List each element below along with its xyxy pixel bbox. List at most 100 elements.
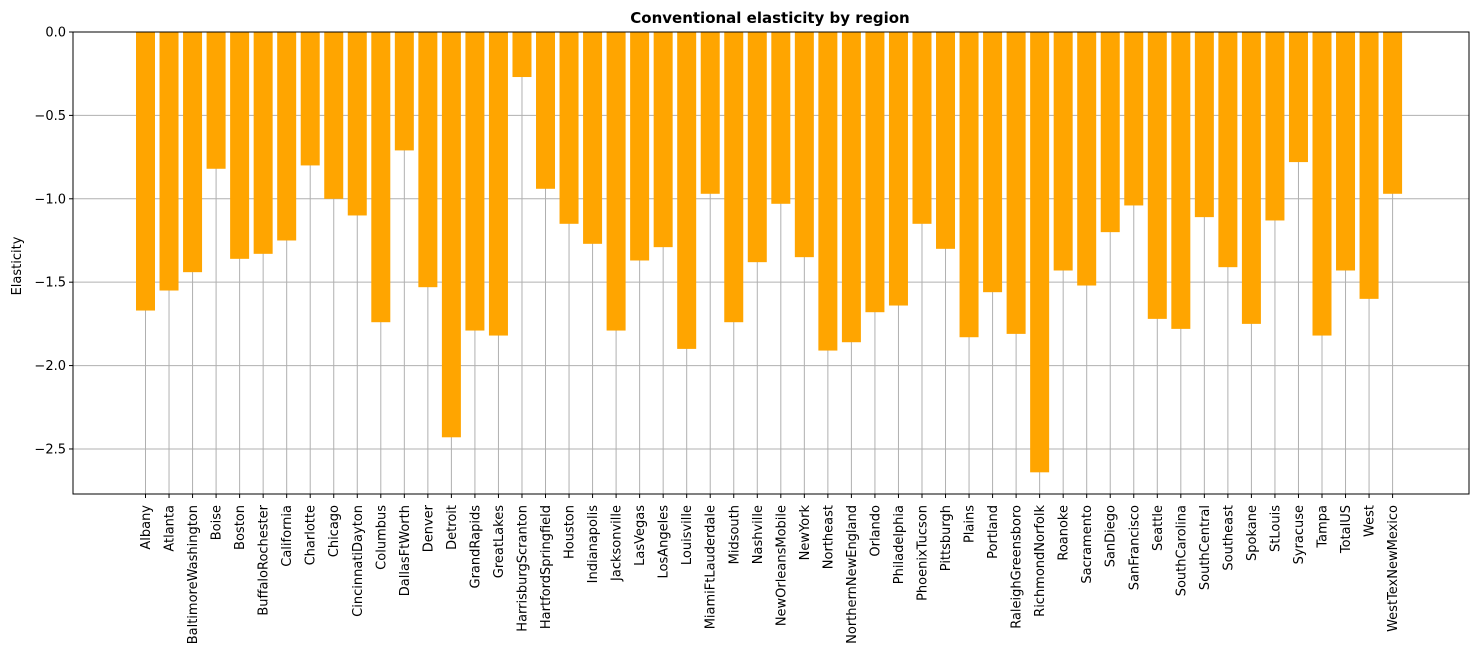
x-tick-label: SanDiego: [1104, 505, 1119, 567]
x-tick-label: Pittsburgh: [939, 505, 954, 571]
x-tick-label: MiamiFtLauderdale: [704, 505, 719, 629]
bar-Syracuse: [1288, 32, 1308, 163]
bar-Atlanta: [159, 32, 179, 291]
bar-NorthernNewEngland: [841, 32, 861, 343]
bar-Louisville: [677, 32, 697, 349]
x-tick-label: Albany: [139, 505, 154, 550]
bar-RichmondNorfolk: [1030, 32, 1050, 473]
bar-Spokane: [1241, 32, 1261, 324]
bar-Columbus: [371, 32, 391, 323]
bar-Albany: [136, 32, 155, 311]
x-tick-label: LasVegas: [633, 505, 648, 566]
x-tick-label: GreatLakes: [492, 505, 507, 578]
x-tick-label: TotalUS: [1339, 505, 1354, 554]
bar-GreatLakes: [488, 32, 508, 336]
x-tick-label: Roanoke: [1057, 505, 1072, 561]
x-tick-label: Midsouth: [727, 505, 742, 564]
bar-Charlotte: [300, 32, 320, 166]
bar-West: [1359, 32, 1379, 299]
x-tick-label: Atlanta: [163, 505, 178, 552]
x-tick-label: Orlando: [868, 505, 883, 557]
x-tick-label: Boston: [233, 505, 248, 550]
x-tick-label: Denver: [421, 504, 436, 552]
x-tick-label: NorthernNewEngland: [845, 505, 860, 644]
y-axis-label: Elasticity: [10, 236, 25, 295]
bar-WestTexNewMexico: [1383, 32, 1403, 194]
bar-Houston: [559, 32, 579, 224]
chart-title: Conventional elasticity by region: [630, 9, 909, 27]
bar-Denver: [418, 32, 438, 288]
x-tick-label: RaleighGreensboro: [1010, 505, 1025, 629]
x-tick-label: WestTexNewMexico: [1386, 505, 1401, 632]
bar-Seattle: [1147, 32, 1167, 319]
bar-Portland: [983, 32, 1003, 293]
bar-HartfordSpringfield: [536, 32, 556, 189]
bar-Roanoke: [1053, 32, 1073, 271]
y-tick-label: −1.5: [34, 276, 66, 291]
bar-Sacramento: [1077, 32, 1097, 286]
x-tick-label: Chicago: [327, 505, 342, 557]
bar-CincinnatiDayton: [347, 32, 367, 216]
bar-Pittsburgh: [936, 32, 956, 249]
x-tick-label: NewOrleansMobile: [774, 505, 789, 626]
bar-Philadelphia: [888, 32, 908, 306]
bar-MiamiFtLauderdale: [700, 32, 720, 194]
x-tick-label: Portland: [986, 505, 1001, 559]
x-tick-label: Seattle: [1151, 505, 1166, 551]
x-tick-label: Boise: [210, 505, 225, 540]
bar-Nashville: [747, 32, 767, 263]
bar-BaltimoreWashington: [183, 32, 203, 273]
plot-frame: [72, 31, 1470, 495]
bar-Chicago: [324, 32, 344, 199]
x-tick-label: Charlotte: [304, 505, 319, 565]
x-tick-label: Jacksonville: [610, 505, 625, 582]
x-tick-label: GrandRapids: [468, 505, 483, 589]
x-tick-label: California: [280, 505, 295, 567]
x-tick-label: NewYork: [798, 505, 813, 561]
y-axis-ticks: 0.0 −0.5 −1.0 −1.5 −2.0 −2.5: [34, 26, 73, 457]
x-tick-label: Houston: [563, 505, 578, 559]
x-tick-label: StLouis: [1268, 505, 1283, 552]
x-tick-label: LosAngeles: [657, 505, 672, 579]
bar-PhoenixTucson: [912, 32, 932, 224]
bar-Indianapolis: [583, 32, 603, 244]
x-tick-label: PhoenixTucson: [915, 505, 930, 601]
bar-Plains: [959, 32, 979, 338]
bar-HarrisburgScranton: [512, 32, 532, 78]
y-tick-label: 0.0: [45, 26, 66, 41]
x-tick-label: Louisville: [680, 505, 695, 565]
y-tick-label: −2.0: [34, 359, 66, 374]
x-tick-label: Spokane: [1245, 505, 1260, 561]
bar-California: [277, 32, 297, 241]
x-tick-label: Plains: [963, 505, 978, 543]
x-tick-label: Columbus: [374, 505, 389, 570]
bar-LasVegas: [630, 32, 650, 261]
x-tick-label: Sacramento: [1080, 505, 1095, 584]
bar-StLouis: [1265, 32, 1285, 221]
x-axis-ticks: Albany Atlanta BaltimoreWashington Boise Bos…: [139, 494, 1401, 644]
bar-Detroit: [441, 32, 461, 438]
x-tick-label: CincinnatiDayton: [351, 505, 366, 617]
bar-RaleighGreensboro: [1006, 32, 1026, 334]
x-tick-label: BaltimoreWashington: [186, 505, 201, 644]
bar-SouthCarolina: [1171, 32, 1191, 329]
x-tick-label: BuffaloRochester: [257, 504, 272, 615]
x-tick-label: Nashville: [751, 505, 766, 564]
y-tick-label: −2.5: [34, 442, 66, 457]
x-tick-label: Philadelphia: [892, 505, 907, 584]
bar-Northeast: [818, 32, 838, 351]
x-tick-label: DallasFtWorth: [398, 505, 413, 596]
bar-DallasFtWorth: [394, 32, 414, 151]
bar-Jacksonville: [606, 32, 626, 331]
x-tick-label: RichmondNorfolk: [1033, 505, 1048, 617]
y-tick-label: −0.5: [34, 109, 66, 124]
x-tick-label: Syracuse: [1292, 505, 1307, 564]
bar-Southeast: [1218, 32, 1238, 268]
bar-Midsouth: [724, 32, 744, 323]
x-tick-label: Indianapolis: [586, 505, 601, 584]
bar-NewOrleansMobile: [771, 32, 791, 204]
x-tick-label: SouthCarolina: [1174, 505, 1189, 596]
bar-BuffaloRochester: [253, 32, 273, 254]
x-tick-label: HarrisburgScranton: [515, 505, 530, 632]
